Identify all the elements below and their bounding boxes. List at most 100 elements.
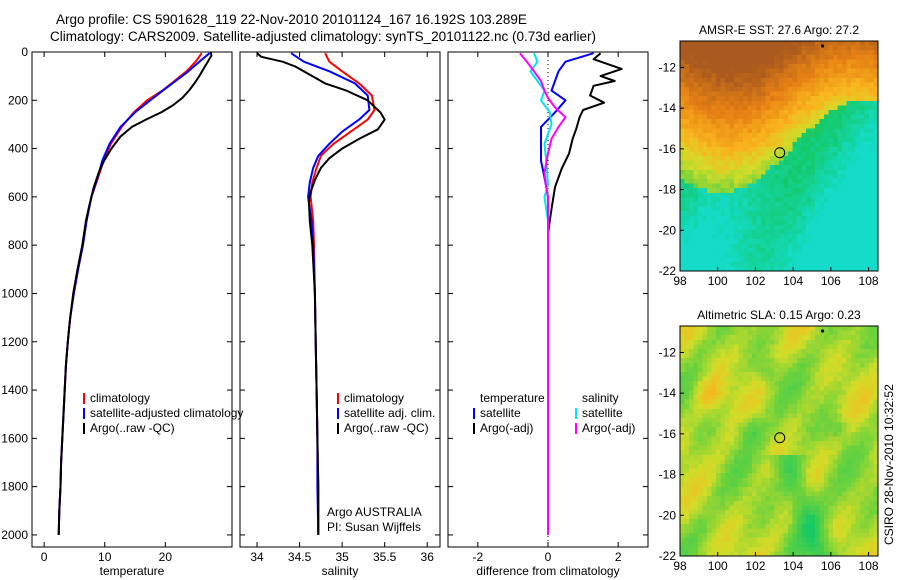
- heatmap-cell: [869, 542, 874, 548]
- heatmap-cell: [860, 142, 865, 148]
- heatmap-cell: [828, 146, 834, 152]
- heatmap-cell: [873, 408, 879, 414]
- heatmap-cell: [738, 229, 744, 235]
- heatmap-cell: [761, 533, 766, 539]
- heatmap-cell: [833, 266, 838, 272]
- heatmap-cell: [738, 234, 744, 240]
- heatmap-cell: [806, 477, 811, 483]
- heatmap-cell: [747, 202, 753, 208]
- heatmap-cell: [801, 514, 807, 520]
- heatmap-cell: [864, 257, 870, 263]
- heatmap-cell: [765, 358, 771, 364]
- heatmap-cell: [833, 202, 838, 208]
- heatmap-cell: [869, 546, 874, 552]
- heatmap-cell: [842, 528, 847, 534]
- heatmap-cell: [855, 119, 861, 125]
- heatmap-cell: [851, 546, 856, 552]
- heatmap-cell: [752, 96, 757, 102]
- heatmap-cell: [689, 427, 694, 433]
- heatmap-cell: [869, 192, 874, 198]
- heatmap-cell: [702, 491, 708, 497]
- heatmap-cell: [833, 45, 838, 51]
- heatmap-cell: [833, 156, 838, 162]
- heatmap-cell: [792, 404, 798, 410]
- heatmap-cell: [747, 376, 753, 382]
- heatmap-cell: [846, 192, 852, 198]
- heatmap-cell: [729, 464, 735, 470]
- heatmap-cell: [855, 523, 861, 529]
- heatmap-cell: [855, 91, 861, 97]
- heatmap-cell: [734, 464, 739, 470]
- heatmap-cell: [734, 160, 739, 166]
- heatmap-cell: [720, 404, 726, 410]
- heatmap-cell: [698, 500, 703, 506]
- heatmap-cell: [855, 436, 861, 442]
- heatmap-cell: [810, 215, 816, 221]
- heatmap-cell: [765, 45, 771, 51]
- series-line: [57, 51, 213, 535]
- heatmap-cell: [837, 183, 843, 189]
- heatmap-cell: [684, 73, 690, 79]
- heatmap-cell: [711, 252, 717, 258]
- heatmap-cell: [783, 358, 789, 364]
- heatmap-cell: [770, 514, 775, 520]
- heatmap-cell: [873, 459, 879, 465]
- heatmap-cell: [864, 225, 870, 231]
- heatmap-cell: [855, 362, 861, 368]
- heatmap-cell: [761, 119, 766, 125]
- heatmap-cell: [833, 110, 838, 116]
- heatmap-cell: [833, 519, 838, 525]
- heatmap-cell: [698, 174, 703, 180]
- heatmap-cell: [698, 390, 703, 396]
- heatmap-cell: [792, 87, 798, 93]
- heatmap-cell: [770, 91, 775, 97]
- heatmap-cell: [729, 408, 735, 414]
- heatmap-cell: [792, 477, 798, 483]
- heatmap-cell: [693, 54, 699, 60]
- heatmap-cell: [770, 169, 775, 175]
- heatmap-cell: [725, 225, 730, 231]
- heatmap-cell: [842, 188, 847, 194]
- heatmap-cell: [806, 225, 811, 231]
- heatmap-cell: [720, 73, 726, 79]
- heatmap-cell: [761, 211, 766, 217]
- heatmap-cell: [761, 54, 766, 60]
- heatmap-cell: [747, 54, 753, 60]
- heatmap-cell: [873, 100, 879, 106]
- heatmap-cell: [788, 353, 793, 359]
- heatmap-cell: [869, 238, 874, 244]
- heatmap-cell: [779, 362, 784, 368]
- heatmap-cell: [797, 238, 802, 244]
- heatmap-cell: [680, 344, 685, 350]
- heatmap-cell: [684, 183, 690, 189]
- x-tick-label: 35: [335, 550, 349, 564]
- heatmap-cell: [864, 335, 870, 341]
- heatmap-cell: [774, 202, 780, 208]
- heatmap-cell: [855, 482, 861, 488]
- heatmap-cell: [734, 537, 739, 543]
- heatmap-cell: [774, 330, 780, 336]
- heatmap-cell: [743, 445, 748, 451]
- heatmap-cell: [860, 123, 865, 129]
- heatmap-cell: [779, 459, 784, 465]
- heatmap-cell: [828, 257, 834, 263]
- heatmap-cell: [725, 372, 730, 378]
- heatmap-cell: [815, 546, 820, 552]
- heatmap-cell: [729, 372, 735, 378]
- heatmap-cell: [851, 404, 856, 410]
- heatmap-cell: [779, 142, 784, 148]
- heatmap-cell: [783, 266, 789, 272]
- heatmap-cell: [725, 344, 730, 350]
- heatmap-cell: [869, 344, 874, 350]
- heatmap-cell: [792, 110, 798, 116]
- heatmap-cell: [711, 454, 717, 460]
- heatmap-cell: [693, 243, 699, 249]
- heatmap-cell: [680, 537, 685, 543]
- heatmap-cell: [729, 87, 735, 93]
- heatmap-cell: [815, 376, 820, 382]
- heatmap-cell: [846, 395, 852, 401]
- x-tick-label: -2: [472, 550, 483, 564]
- heatmap-cell: [720, 128, 726, 134]
- heatmap-cell: [693, 390, 699, 396]
- heatmap-cell: [846, 510, 852, 516]
